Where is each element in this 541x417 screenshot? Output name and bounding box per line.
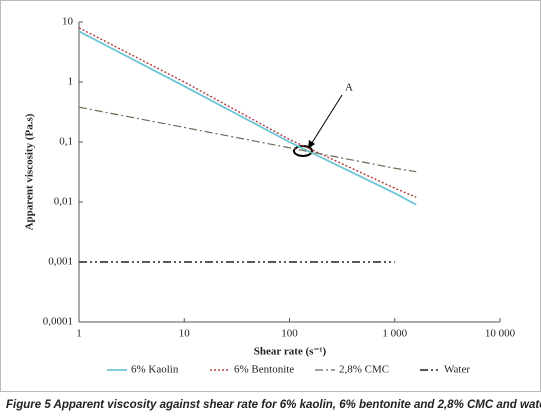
x-tick-label: 1 xyxy=(76,328,82,340)
x-tick-label: 100 xyxy=(281,328,298,340)
caption-text: Apparent viscosity against shear rate fo… xyxy=(53,399,541,411)
caption: Figure 5 Apparent viscosity against shea… xyxy=(6,399,541,411)
legend-label: 6% Bentonite xyxy=(234,364,294,376)
annotation-arrow xyxy=(309,94,343,147)
series-line xyxy=(78,27,417,198)
x-tick-label: 1 000 xyxy=(382,328,407,340)
x-tick-label: 10 000 xyxy=(485,328,516,340)
caption-label: Figure 5 xyxy=(6,399,51,411)
y-tick-label: 10 xyxy=(62,16,74,28)
annotation: A xyxy=(345,82,353,94)
x-tick-label: 10 xyxy=(179,328,191,340)
series-line xyxy=(78,106,417,173)
y-tick-label: 0,01 xyxy=(54,196,73,208)
y-tick-label: 1 xyxy=(68,76,74,88)
legend-label: 6% Kaolin xyxy=(131,364,179,376)
series-line xyxy=(78,30,417,206)
y-axis-label: Apparent viscosity (Pa.s) xyxy=(24,113,36,230)
y-tick-label: 0,0001 xyxy=(43,316,73,328)
legend-label: 2,8% CMC xyxy=(339,364,389,376)
legend-label: Water xyxy=(444,364,470,376)
x-axis-label: Shear rate (s⁻¹) xyxy=(254,346,327,358)
y-tick-label: 0,1 xyxy=(59,136,73,148)
y-tick-label: 0,001 xyxy=(48,256,73,268)
arrow-head xyxy=(308,140,315,149)
